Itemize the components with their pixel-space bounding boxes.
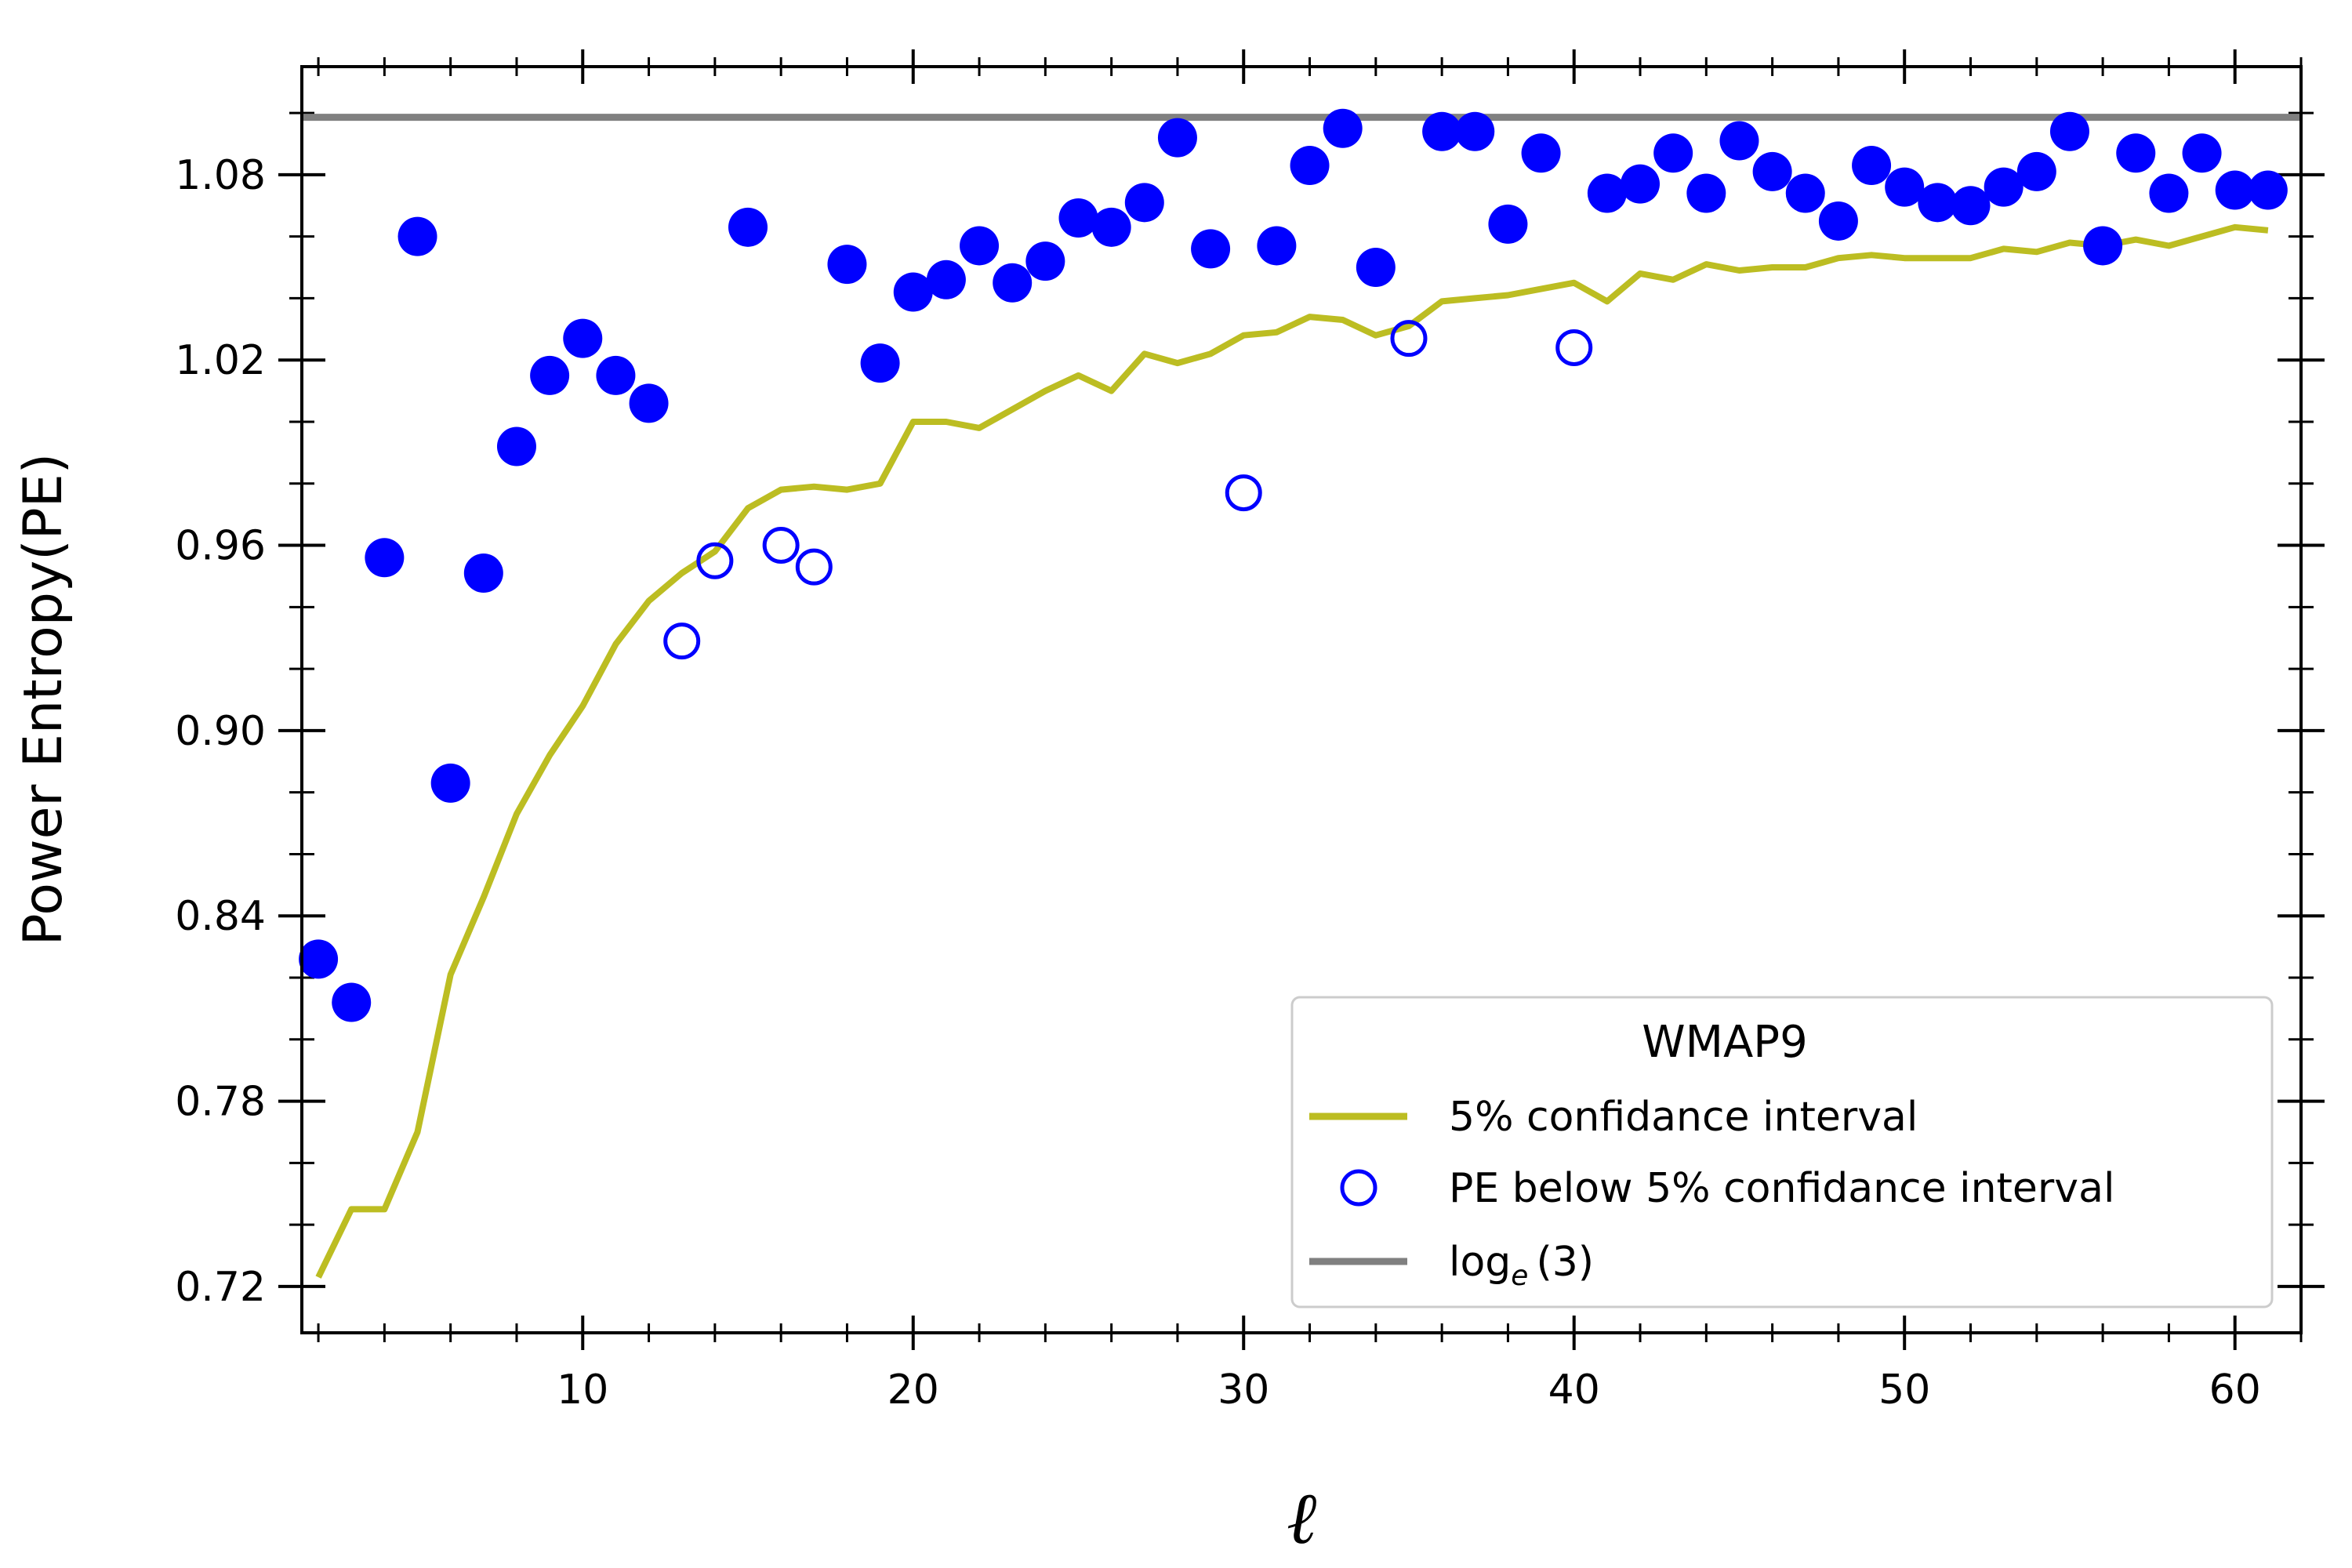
pe-point: [1885, 167, 1925, 207]
pe-point: [365, 538, 405, 578]
pe-point: [1455, 111, 1495, 151]
legend-box: [1290, 996, 2274, 1308]
pe-point: [629, 383, 669, 423]
x-tick-label: 60: [2209, 1367, 2261, 1414]
pe-below-point: [696, 542, 734, 579]
pe-below-point: [1225, 474, 1262, 512]
pe-point: [893, 272, 933, 312]
confidence-interval-line: [315, 223, 2269, 1279]
pe-point: [596, 355, 636, 395]
pe-point: [1091, 207, 1131, 247]
pe-point: [2116, 133, 2156, 173]
y-tick-label: 0.84: [175, 893, 266, 940]
pe-point: [1587, 173, 1627, 213]
pe-point: [728, 207, 768, 247]
pe-point: [1025, 241, 1065, 281]
pe-point: [1818, 201, 1858, 241]
pe-point: [1422, 111, 1462, 151]
y-tick-label: 0.78: [175, 1079, 266, 1126]
x-tick-label: 50: [1878, 1367, 1930, 1414]
pe-point: [1951, 186, 1991, 226]
y-tick-label: 0.90: [175, 708, 266, 755]
pe-point: [1984, 167, 2024, 207]
pe-point: [563, 318, 603, 358]
series: [299, 108, 2301, 1279]
pe-point: [2016, 151, 2056, 191]
pe-point: [1852, 146, 1892, 186]
pe-point: [1653, 133, 1693, 173]
pe-point: [1356, 248, 1396, 288]
pe-point: [1719, 121, 1759, 161]
x-tick-label: 10: [557, 1367, 608, 1414]
pe-below-point: [795, 548, 833, 586]
legend-title: WMAP9: [1642, 1017, 1807, 1068]
pe-below-point: [1555, 328, 1593, 366]
pe-point: [1686, 173, 1726, 213]
legend-log3-subscript: e: [1511, 1260, 1528, 1292]
pe-point: [2149, 173, 2189, 213]
pe-point: [530, 355, 570, 395]
pe-point: [1290, 146, 1330, 186]
pe-point: [1488, 204, 1528, 244]
pe-point: [1785, 173, 1825, 213]
legend-confidence-label: 5% confidance interval: [1449, 1094, 1918, 1141]
pe-point: [827, 245, 867, 285]
x-axis-title: ℓ: [1287, 1476, 1316, 1560]
pe-point: [1058, 198, 1098, 238]
legend-log3-base: log: [1449, 1239, 1511, 1286]
legend-log3-label: loge (3): [1449, 1239, 1594, 1292]
x-tick-label: 40: [1548, 1367, 1600, 1414]
pe-point: [397, 216, 437, 256]
pe-point: [1124, 183, 1164, 223]
pe-point: [1521, 133, 1561, 173]
legend: WMAP9 5% confidance interval PE below 5%…: [1290, 996, 2274, 1308]
y-axis-title: Power Entropy(PE): [13, 453, 74, 946]
y-tick-label: 1.08: [175, 152, 266, 199]
pe-point: [860, 343, 900, 383]
pe-point: [2049, 111, 2089, 151]
pe-point: [1752, 151, 1792, 191]
pe-below-point: [762, 527, 800, 564]
y-tick-label: 1.02: [175, 337, 266, 384]
y-tick-label: 0.72: [175, 1264, 266, 1311]
pe-below-point: [663, 622, 701, 660]
pe-point: [926, 260, 966, 299]
pe-point: [1257, 226, 1297, 266]
y-tick-label: 0.96: [175, 523, 266, 570]
plot-frame: [300, 65, 2303, 1334]
pe-point: [463, 554, 503, 593]
legend-below-label: PE below 5% confidance interval: [1449, 1165, 2114, 1212]
tick-labels: 10 20 30 40 50 60 0.72 0.78 0.84 0.90 0.96 1.02 1.08: [175, 152, 2261, 1414]
pe-point: [2248, 170, 2288, 210]
pe-point: [960, 226, 1000, 266]
pe-point: [2215, 170, 2255, 210]
pe-point: [430, 763, 470, 803]
legend-log3-argument: (3): [1536, 1239, 1594, 1286]
pe-below-point: [1390, 320, 1428, 358]
pe-point: [299, 939, 339, 979]
pe-point: [2182, 133, 2222, 173]
x-tick-label: 20: [887, 1367, 939, 1414]
pe-point: [1191, 229, 1231, 269]
pe-point: [1621, 164, 1661, 204]
pe-point: [993, 263, 1033, 303]
pe-point: [1157, 118, 1197, 158]
pe-point: [332, 982, 372, 1022]
pe-point: [496, 426, 536, 466]
pe-point: [2083, 226, 2123, 266]
legend-open-circle-icon: [1340, 1169, 1377, 1207]
x-tick-label: 30: [1218, 1367, 1269, 1414]
pe-point: [1918, 183, 1958, 223]
pe-point: [1323, 108, 1363, 148]
